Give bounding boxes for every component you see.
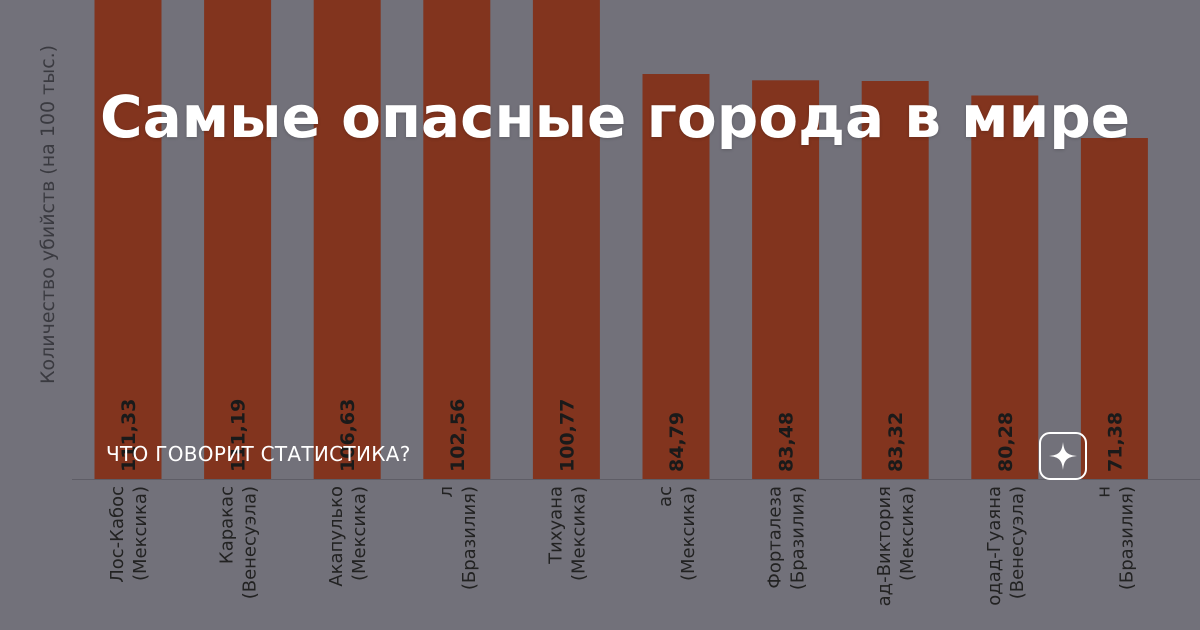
bars-group: 111,33 Лос-Кабос (Мексика) 111,19 Каракас (Ве… (94, 0, 1148, 606)
bar-value-label: 83,32 (885, 412, 907, 472)
category-label: ас (Мексика) (655, 486, 699, 581)
category-label: Тихуана (Мексика) (545, 486, 589, 581)
bar (861, 81, 929, 479)
category-label: Акапулько (Мексика) (326, 486, 370, 587)
bar (313, 0, 381, 479)
bar (532, 0, 600, 479)
bar (204, 0, 272, 479)
bar (642, 74, 710, 479)
category-label: Форталеза (Бразилия) (765, 486, 809, 590)
subtitle: ЧТО ГОВОРИТ СТАТИСТИКА? (106, 442, 411, 466)
bar-value-label: 106,63 (337, 399, 359, 472)
category-label: одад-Гуаяна (Венесуэла) (984, 486, 1028, 606)
bar-value-label: 71,38 (1104, 412, 1126, 472)
bar (423, 0, 491, 479)
bar-value-label: 100,77 (556, 399, 578, 472)
category-label: Лос-Кабос (Мексика) (107, 486, 151, 583)
sparkle-icon (1049, 442, 1077, 470)
category-label: Каракас (Венесуэла) (217, 486, 261, 599)
bar-value-label: 80,28 (995, 412, 1017, 472)
category-label: ад-Виктория (Мексика) (874, 486, 918, 606)
category-label: л (Бразилия) (436, 486, 480, 590)
bar-value-label: 102,56 (447, 399, 469, 472)
sparkle-badge[interactable] (1039, 432, 1087, 480)
bar-value-label: 111,19 (228, 399, 250, 472)
bar (94, 0, 162, 479)
category-label: н (Бразилия) (1093, 486, 1137, 590)
bar (971, 95, 1039, 479)
bar-value-label: 84,79 (666, 412, 688, 472)
bar (1080, 138, 1148, 479)
bar-value-label: 83,48 (776, 412, 798, 472)
bar (752, 80, 820, 480)
page-title: Самые опасные города в мире (100, 83, 1131, 151)
bar-value-label: 111,33 (118, 399, 140, 472)
y-axis-label: Количество убийств (на 100 тыс.) (37, 45, 59, 384)
